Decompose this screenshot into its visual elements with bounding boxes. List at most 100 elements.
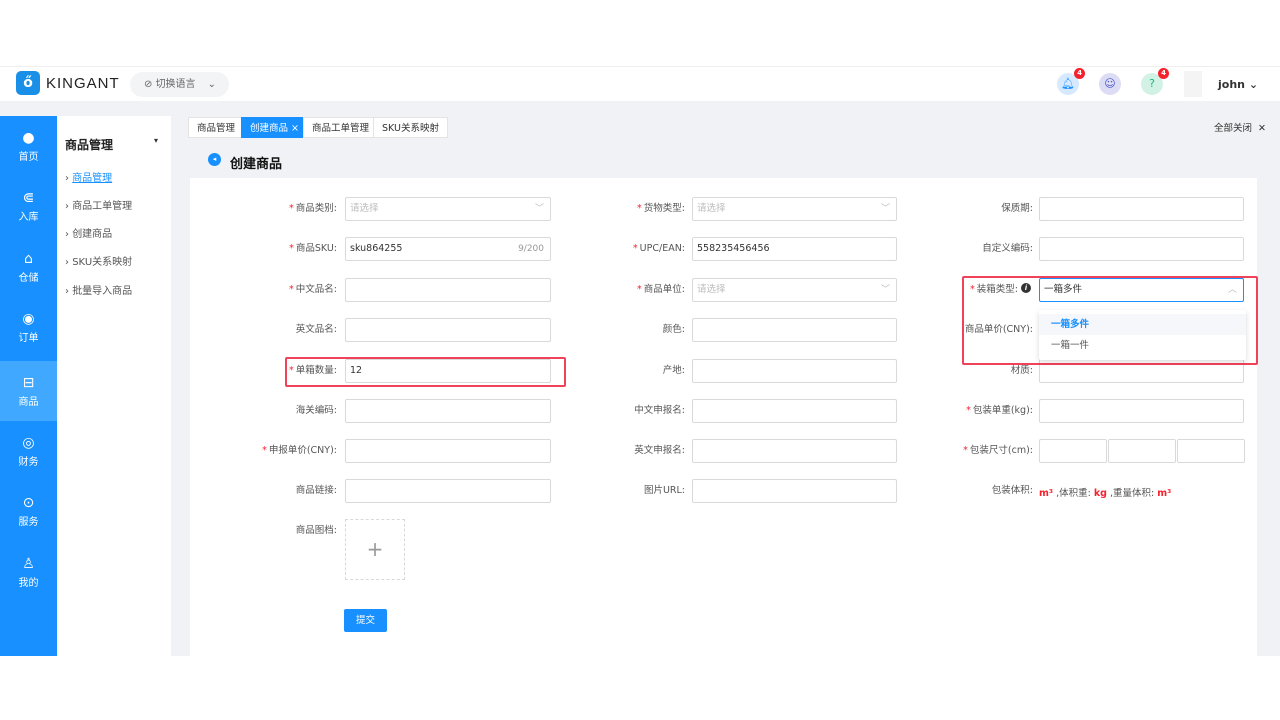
divider (0, 101, 1280, 116)
field-label: * 中文品名: (289, 284, 337, 295)
chat-icon[interactable]: ☺ (1099, 73, 1121, 95)
chevron-down-icon: ﹀ (880, 285, 890, 295)
submenu-item[interactable]: › 创建商品 (65, 229, 113, 240)
tab-sku-mapping[interactable]: SKU关系映射 (373, 117, 448, 138)
field-label: 中文申报名: (634, 405, 685, 416)
field-label: 保质期: (1001, 203, 1033, 214)
avatar[interactable] (1184, 71, 1202, 97)
highlight-box (285, 357, 566, 387)
brand-name: KINGANT (46, 75, 120, 92)
text-input[interactable] (345, 479, 551, 503)
text-input[interactable]: 12 (345, 359, 551, 383)
select-field[interactable]: 一箱多件 ︿ (1039, 278, 1244, 302)
image-label: 商品图档: (295, 525, 337, 536)
submenu-item[interactable]: › SKU关系映射 (65, 257, 133, 268)
submenu-item[interactable]: › 商品工单管理 (65, 201, 133, 212)
language-switcher[interactable]: ⊘ 切换语言 ⌄ (130, 72, 229, 97)
text-input[interactable] (345, 399, 551, 423)
sidebar-item-products[interactable]: ⊟ 商品 (0, 361, 57, 421)
field-label: * 货物类型: (637, 203, 685, 214)
select-field[interactable]: 请选择 ﹀ (692, 278, 897, 302)
upload-plus-icon[interactable]: + (345, 519, 405, 580)
help-icon[interactable]: ? 4 (1141, 68, 1169, 95)
text-input[interactable] (692, 318, 897, 342)
close-icon[interactable]: × (291, 123, 300, 134)
text-input[interactable] (1039, 197, 1244, 221)
sidebar-item-mine[interactable]: ♙ 我的 (0, 542, 57, 602)
select-field[interactable]: 请选择 ﹀ (692, 197, 897, 221)
field-label: 商品单价(CNY): (964, 324, 1033, 335)
chevron-up-icon: ︿ (1227, 285, 1237, 295)
text-input[interactable] (345, 439, 551, 463)
submenu-item[interactable]: › 商品管理 (65, 173, 113, 184)
globe-icon: ⊘ (144, 79, 156, 90)
chevron-down-icon: ﹀ (880, 204, 890, 214)
dropdown-option[interactable]: 一箱多件 (1039, 314, 1246, 335)
user-icon: ♙ (22, 556, 35, 572)
close-icon: ✕ (1258, 123, 1266, 134)
service-icon: ⊙ (22, 495, 35, 511)
tab-product-management[interactable]: 商品管理 (188, 117, 245, 138)
sidebar-item-orders[interactable]: ◉ 订单 (0, 297, 57, 357)
sidebar-item-inbound[interactable]: ⋐ 入库 (0, 176, 57, 236)
page-title: 创建商品 (230, 157, 283, 172)
palette-icon: ● (22, 130, 35, 146)
dropdown-option[interactable]: 一箱一件 (1051, 340, 1090, 351)
bell-icon[interactable]: 🔔︎ 4 (1057, 68, 1085, 95)
package-volume: m³ ,体积重: kg ,重量体积: m³ (1039, 488, 1172, 499)
text-input[interactable] (345, 318, 551, 342)
text-input[interactable] (692, 439, 897, 463)
close-all-button[interactable]: 全部关闭 ✕ (1213, 123, 1266, 134)
field-label: * 包装单重(kg): (966, 405, 1033, 416)
text-input[interactable] (692, 359, 897, 383)
sidebar-item-home[interactable]: ● 首页 (0, 116, 57, 176)
text-input[interactable]: sku864255 9/200 (345, 237, 551, 261)
info-icon[interactable]: i (1021, 283, 1031, 293)
ant-logo-icon: ő (16, 71, 40, 95)
field-label: 海关编码: (295, 405, 337, 416)
submenu-title: 商品管理 (65, 138, 114, 152)
text-input[interactable] (345, 278, 551, 302)
sidebar-item-warehouse[interactable]: ⌂ 仓储 (0, 237, 57, 297)
field-label: 商品链接: (295, 485, 337, 496)
tab-work-order[interactable]: 商品工单管理 (303, 117, 379, 138)
text-input[interactable] (1039, 237, 1244, 261)
field-label: * 商品类别: (289, 203, 337, 214)
package-size-input[interactable] (1108, 439, 1176, 463)
caret-down-icon[interactable]: ▾ (154, 136, 159, 145)
sidebar-item-service[interactable]: ⊙ 服务 (0, 481, 57, 541)
sidebar-item-finance[interactable]: ◎ 财务 (0, 421, 57, 481)
package-size-input[interactable] (1177, 439, 1245, 463)
field-label: 自定义编码: (982, 243, 1033, 254)
text-input[interactable] (692, 399, 897, 423)
finance-icon: ◎ (22, 435, 35, 451)
chevron-down-icon: ⌄ (1248, 78, 1259, 91)
inbound-icon: ⋐ (22, 190, 35, 206)
dropdown-menu: 一箱多件 一箱一件 (1039, 310, 1246, 360)
submit-button[interactable]: 提交 (344, 609, 387, 632)
text-input[interactable]: 558235456456 (692, 237, 897, 261)
field-label: 颜色: (662, 324, 685, 335)
tab-create-product[interactable]: 创建商品 × (241, 117, 309, 138)
field-label: * 商品SKU: (289, 243, 337, 254)
select-field[interactable]: 请选择 ﹀ (345, 197, 551, 221)
package-size-input[interactable] (1039, 439, 1107, 463)
chevron-down-icon: ⌄ (207, 79, 216, 90)
field-label: 图片URL: (643, 485, 685, 496)
home-icon: ⌂ (24, 251, 33, 267)
field-label: * UPC/EAN: (632, 243, 685, 254)
submenu: 商品管理 ▾ › 商品管理 › 商品工单管理 › 创建商品 › SKU关系映射 … (57, 116, 171, 656)
submenu-item[interactable]: › 批量导入商品 (65, 286, 133, 297)
text-input[interactable] (692, 479, 897, 503)
top-header: ő KINGANT ⊘ 切换语言 ⌄ 🔔︎ 4 ☺ ? 4 john ⌄ (0, 66, 1280, 101)
field-label: 英文申报名: (634, 445, 685, 456)
field-label: * 单箱数量: (289, 365, 337, 376)
sidebar: ● 首页 ⋐ 入库 ⌂ 仓储 ◉ 订单 ⊟ 商品 ◎ 财务 ⊙ 服务 ♙ 我的 (0, 116, 57, 656)
field-label: 包装体积: (991, 485, 1033, 496)
title-icon: ◂ (208, 153, 221, 166)
field-label: * 装箱类型: (970, 284, 1018, 295)
text-input[interactable] (1039, 399, 1244, 423)
user-menu[interactable]: john ⌄ (1218, 78, 1259, 91)
field-label: * 申报单价(CNY): (262, 445, 337, 456)
field-label: 产地: (662, 365, 685, 376)
